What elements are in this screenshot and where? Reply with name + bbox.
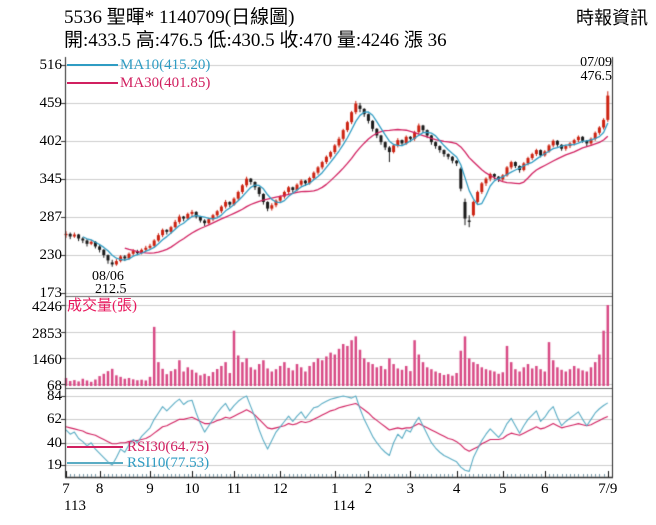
price-axis-label: 459 — [39, 94, 63, 111]
month-axis-label: 2 — [364, 481, 373, 497]
month-axis-label: 7/9 — [598, 481, 618, 497]
rsi30-legend: RSI30(64.75) — [127, 439, 210, 455]
volume-axis-label: 2853 — [32, 325, 62, 342]
ma30-legend: MA30(401.85) — [120, 75, 211, 91]
rsi-axis-label: 19 — [47, 457, 62, 473]
month-axis-label: 1 — [331, 481, 339, 497]
ma30-legend-line — [67, 82, 118, 84]
price-axis-label: 230 — [39, 247, 63, 264]
data-source-label: 時報資訊 — [576, 8, 648, 28]
month-axis-label: 5 — [499, 481, 507, 497]
month-axis-label: 7 — [62, 481, 70, 497]
month-axis-label: 3 — [406, 481, 415, 497]
month-axis-label: 11 — [226, 481, 242, 497]
rsi-axis-label: 62 — [47, 411, 62, 428]
high-annotation-date: 07/09 — [580, 55, 612, 70]
month-axis-label: 8 — [95, 481, 104, 497]
price-axis-label: 173 — [39, 285, 63, 301]
ohlc-quote-line: 開:433.5 高:476.5 低:430.5 收:470 量:4246 漲 3… — [64, 30, 447, 51]
low-annotation-date: 08/06 — [92, 269, 124, 284]
volume-axis-label: 1460 — [32, 352, 62, 369]
volume-axis-label: 68 — [47, 378, 62, 394]
ma10-legend: MA10(415.20) — [120, 57, 211, 73]
month-axis-label: 12 — [272, 481, 288, 497]
chart-title: 5536 聖暉* 1140709(日線圖) — [64, 7, 295, 28]
volume-axis-label: 4246 — [32, 299, 62, 315]
rsi-axis-label: 40 — [47, 434, 62, 451]
low-annotation-price: 212.5 — [95, 282, 127, 297]
rsi30-legend-line — [67, 446, 123, 448]
price-axis-label: 516 — [39, 57, 63, 73]
month-axis-label: 6 — [541, 481, 549, 497]
ma10-legend-line — [67, 64, 118, 66]
rsi-axis-label: 84 — [47, 388, 62, 404]
volume-pane-title: 成交量(張) — [67, 298, 137, 314]
price-axis-label: 345 — [39, 170, 63, 187]
rsi10-legend: RSI10(77.53) — [127, 455, 210, 471]
year-axis-label: 114 — [332, 498, 355, 514]
month-axis-label: 9 — [146, 481, 154, 497]
price-axis-label: 287 — [39, 209, 63, 226]
rsi10-legend-line — [67, 462, 123, 464]
price-axis-label: 402 — [39, 132, 63, 149]
month-axis-label: 4 — [452, 481, 461, 497]
year-axis-label: 113 — [64, 498, 86, 514]
month-axis-label: 10 — [184, 481, 200, 497]
high-annotation-price: 476.5 — [580, 69, 613, 84]
